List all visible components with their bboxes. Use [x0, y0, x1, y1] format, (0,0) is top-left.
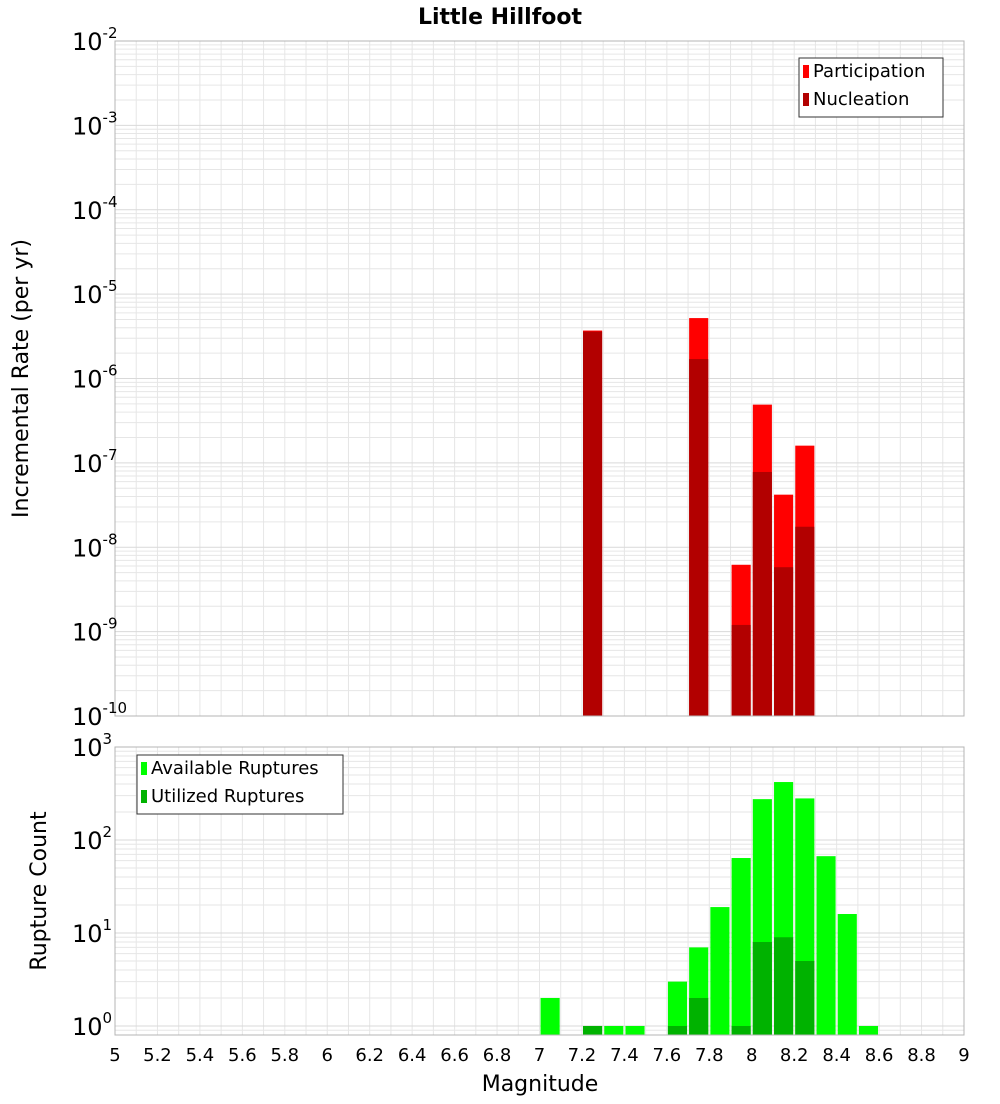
- rate-legend-swatch: [803, 65, 809, 78]
- count-bar-available-ruptures: [625, 1025, 645, 1035]
- x-tick-label: 8.6: [865, 1045, 894, 1066]
- count-legend-swatch: [141, 790, 147, 803]
- x-tick-label: 8.4: [822, 1045, 851, 1066]
- x-tick-label: 5.4: [186, 1045, 215, 1066]
- rate-y-tick-label: 10-7: [72, 446, 118, 478]
- rate-y-tick-label: 10-9: [72, 615, 118, 647]
- rate-bar-nucleation: [583, 331, 603, 716]
- count-bar-available-ruptures: [731, 858, 751, 1035]
- rate-y-tick-label: 10-4: [72, 193, 118, 225]
- count-y-tick-label: 100: [72, 1009, 112, 1041]
- x-tick-label: 5.2: [143, 1045, 172, 1066]
- rate-legend-label: Participation: [813, 61, 925, 82]
- rate-y-tick-label: 10-3: [72, 108, 118, 140]
- x-axis-label: Magnitude: [482, 1072, 599, 1097]
- x-tick-label: 6.8: [483, 1045, 512, 1066]
- x-tick-label: 8: [746, 1045, 757, 1066]
- rate-y-tick-label: 10-8: [72, 530, 118, 562]
- x-tick-label: 7.6: [653, 1045, 682, 1066]
- count-bar-available-ruptures: [540, 997, 560, 1035]
- x-tick-label: 8.2: [780, 1045, 809, 1066]
- count-legend: [136, 754, 344, 815]
- count-bar-available-ruptures: [858, 1025, 879, 1035]
- rupture-count-panel: 103 102 101 100 Rupture Count Available Ruptu…: [27, 730, 970, 1066]
- rate-y-axis-label: Incremental Rate (per yr): [9, 239, 34, 518]
- x-tick-label: 7.2: [568, 1045, 597, 1066]
- chart-title: Little Hillfoot: [418, 5, 583, 30]
- rate-y-tick-label: 10-5: [72, 277, 118, 309]
- count-legend-label: Available Ruptures: [151, 758, 319, 779]
- rate-y-tick-label: 10-6: [72, 362, 118, 394]
- count-bar-utilized-ruptures: [689, 997, 709, 1035]
- count-legend-label: Utilized Ruptures: [151, 786, 304, 807]
- rate-panel: 10-2 10-3 10-4 10-5 10-6 10-7 10-8 10-9 10-10 Inc…: [9, 24, 965, 731]
- x-tick-label: 6: [322, 1045, 333, 1066]
- x-tick-label: 6.4: [398, 1045, 427, 1066]
- x-tick-label: 6.2: [355, 1045, 384, 1066]
- count-bar-utilized-ruptures: [667, 1025, 688, 1035]
- x-tick-label: 7: [534, 1045, 545, 1066]
- rate-bar-nucleation: [731, 624, 751, 716]
- count-y-axis-label: Rupture Count: [27, 811, 52, 971]
- x-tick-label: 9: [958, 1045, 969, 1066]
- count-plot-frame: [114, 746, 965, 1036]
- rate-y-tick-label: 10-10: [72, 699, 127, 731]
- count-bar-utilized-ruptures: [731, 1025, 751, 1035]
- count-y-tick-label: 101: [72, 916, 112, 948]
- count-bar-utilized-ruptures: [774, 937, 794, 1035]
- x-tick-label: 6.6: [440, 1045, 469, 1066]
- x-tick-label: 7.8: [695, 1045, 724, 1066]
- rate-bar-nucleation: [689, 359, 709, 716]
- count-y-tick-label: 103: [72, 730, 112, 762]
- rate-bar-nucleation: [752, 471, 772, 716]
- x-tick-label: 5.8: [270, 1045, 299, 1066]
- rate-legend-label: Nucleation: [813, 89, 909, 110]
- count-bar-available-ruptures: [604, 1025, 624, 1035]
- rate-bar-nucleation: [795, 526, 815, 716]
- x-tick-label: 5.6: [228, 1045, 257, 1066]
- x-tick-label: 8.8: [907, 1045, 936, 1066]
- count-bar-available-ruptures: [816, 856, 836, 1035]
- rate-legend-swatch: [803, 93, 809, 106]
- rate-y-tick-label: 10-2: [72, 24, 118, 56]
- rate-plot-frame: [114, 40, 965, 717]
- count-bar-available-ruptures: [667, 981, 688, 1035]
- x-tick-label: 7.4: [610, 1045, 639, 1066]
- rate-legend: [798, 57, 944, 118]
- count-y-tick-label: 102: [72, 823, 112, 855]
- count-bar-utilized-ruptures: [583, 1025, 603, 1035]
- x-tick-label: 5: [109, 1045, 120, 1066]
- count-bar-available-ruptures: [710, 907, 730, 1035]
- count-bar-utilized-ruptures: [795, 960, 815, 1035]
- rate-bar-nucleation: [774, 567, 794, 716]
- count-bar-available-ruptures: [837, 914, 857, 1035]
- count-legend-swatch: [141, 762, 147, 775]
- count-bar-utilized-ruptures: [752, 942, 772, 1035]
